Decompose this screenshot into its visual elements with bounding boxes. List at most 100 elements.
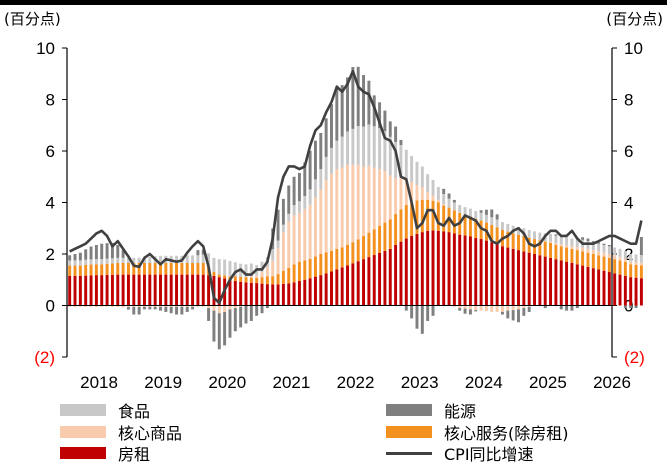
bar-core-services <box>191 263 195 275</box>
bar-energy <box>148 306 152 310</box>
bar-energy <box>78 252 82 261</box>
bar-core-services <box>591 254 595 269</box>
bar-core-services <box>383 222 387 251</box>
bar-rent <box>517 250 520 306</box>
bar-rent <box>559 260 563 306</box>
bar-core-goods <box>479 305 483 311</box>
bar-food <box>639 255 643 263</box>
bar-energy <box>297 172 301 202</box>
bar-energy <box>265 305 269 309</box>
legend-core-services: 核心服务(除房租) <box>386 420 569 444</box>
bar-energy <box>404 305 408 311</box>
bar-food <box>479 212 483 221</box>
bar-core-services <box>639 265 643 279</box>
bar-rent <box>121 274 125 306</box>
bar-energy <box>447 193 451 199</box>
bar-rent <box>265 284 269 306</box>
bar-rent <box>602 270 606 306</box>
bar-rent <box>549 257 553 306</box>
bar-energy <box>463 308 467 314</box>
bar-energy <box>543 305 547 309</box>
bar-food <box>100 259 104 265</box>
bar-core-services <box>420 199 424 233</box>
bar-rent <box>634 277 638 306</box>
bar-food <box>367 124 371 166</box>
bar-core-services <box>132 263 136 275</box>
bar-energy <box>143 306 146 310</box>
bar-energy <box>303 162 307 197</box>
y-tick-label-right: 2 <box>624 245 633 264</box>
x-tick-label: 2022 <box>337 373 375 392</box>
bar-core-services <box>340 247 344 268</box>
bar-core-goods <box>517 305 520 310</box>
bar-rent <box>110 274 114 306</box>
bar-core-services <box>565 247 569 262</box>
bar-food <box>474 210 478 219</box>
bar-core-services <box>249 277 253 283</box>
bar-core-services <box>212 272 216 276</box>
bar-core-goods <box>196 305 200 307</box>
bar-core-services <box>410 202 414 236</box>
bar-core-services <box>94 264 98 276</box>
bar-core-services <box>313 256 317 277</box>
bar-rent <box>313 276 317 306</box>
bar-energy <box>495 214 499 220</box>
bar-core-goods <box>554 243 558 245</box>
bar-core-services <box>180 263 184 275</box>
bar-energy <box>442 188 446 195</box>
bar-rent <box>255 283 259 306</box>
bar-energy <box>431 305 435 316</box>
bar-core-services <box>292 264 296 283</box>
bar-core-goods <box>581 247 585 252</box>
bar-food <box>185 255 189 264</box>
bar-core-services <box>100 264 104 276</box>
bar-core-goods <box>265 267 269 277</box>
bar-core-services <box>618 260 622 275</box>
bar-food <box>442 194 446 205</box>
bar-food <box>335 140 339 170</box>
y-tick-label-right: 8 <box>624 91 633 110</box>
bar-core-services <box>570 248 574 264</box>
bar-food <box>490 217 494 225</box>
bar-rent <box>554 259 558 306</box>
bar-rent <box>148 274 152 306</box>
bar-core-services <box>490 224 494 243</box>
bar-rent <box>474 238 478 306</box>
legend-core-services-label: 核心服务(除房租) <box>444 424 569 443</box>
bar-energy <box>527 306 531 312</box>
cpi-line <box>69 69 643 305</box>
bar-energy <box>479 210 483 213</box>
bar-core-services <box>415 200 419 234</box>
bar-food <box>436 187 440 200</box>
bar-energy <box>116 244 120 258</box>
bar-core-goods <box>602 252 606 257</box>
bar-food <box>159 255 162 264</box>
bar-energy <box>169 306 173 314</box>
bar-core-services <box>629 264 633 278</box>
bar-core-services <box>522 235 526 252</box>
bar-energy <box>313 140 317 180</box>
legend-core-services-swatch <box>386 426 432 438</box>
bar-food <box>137 257 141 264</box>
bar-food <box>324 156 328 181</box>
bar-core-goods <box>223 305 227 312</box>
bar-energy <box>602 243 606 245</box>
bar-core-goods <box>84 305 88 308</box>
bar-food <box>399 145 403 179</box>
bar-energy <box>500 311 504 315</box>
y-tick-label-right: (2) <box>624 348 645 367</box>
bar-rent <box>639 278 643 306</box>
bar-core-goods <box>292 215 296 265</box>
bar-core-services <box>356 239 360 262</box>
bar-energy <box>260 305 264 314</box>
bar-rent <box>201 274 205 306</box>
bar-core-goods <box>629 261 633 265</box>
bar-energy <box>121 250 125 258</box>
bar-core-goods <box>463 305 467 309</box>
bar-rent <box>340 267 344 306</box>
bar-rent <box>233 281 237 306</box>
bar-food <box>388 136 392 176</box>
bar-core-services <box>297 261 301 282</box>
bar-rent <box>244 282 248 306</box>
bar-energy <box>207 308 211 321</box>
